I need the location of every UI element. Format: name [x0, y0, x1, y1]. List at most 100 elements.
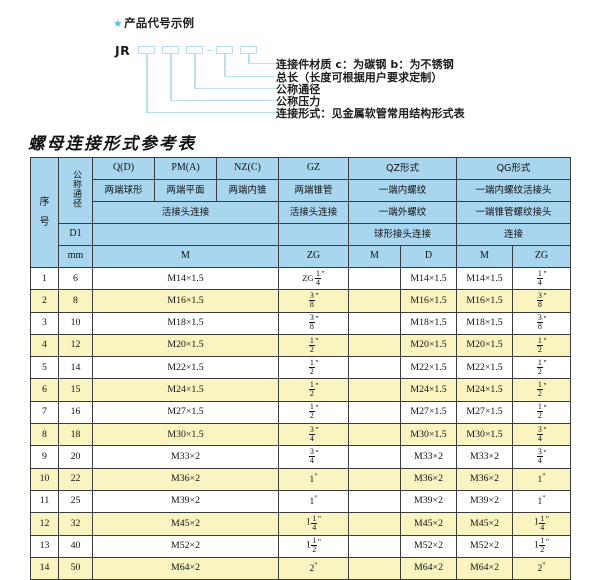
header-d1: D1: [58, 223, 93, 246]
cell-qz-d: M18×1.5: [400, 311, 457, 335]
header-mm: mm: [58, 245, 93, 268]
table-row: 4 12 M20×1.5 1 2 " M20×1.5 M20×1.5 1 2 ": [30, 333, 571, 358]
table-row: 8 18 M30×1.5 3 4 " M30×1.5 M30×1.5 3 4 ": [30, 423, 571, 447]
cell-qz-m: [348, 512, 401, 536]
cell-seq: 4: [30, 333, 59, 358]
cell-qz-d: M27×1.5: [400, 400, 457, 425]
header-qz-row4: 球形接头连接: [348, 223, 457, 246]
code-dash: [207, 49, 213, 52]
cell-qz-m: [348, 311, 401, 335]
cell-nominal-dia: 6: [58, 266, 93, 291]
cell-qg-zg: 2": [512, 556, 571, 580]
cell-seq: 3: [30, 311, 59, 335]
cell-qg-zg: 1 1 2 ": [512, 534, 571, 558]
leader-line-v-3: [194, 54, 196, 89]
cell-qg-m: M52×2: [456, 534, 513, 558]
header-blank-gz: [278, 223, 349, 246]
header-row-5: mm M ZG M D M ZG: [31, 245, 571, 268]
leader-line-v-5: [248, 54, 250, 64]
leader-line-h-4: [224, 75, 276, 77]
cell-qz-m: [348, 445, 401, 469]
cell-thread-m: M14×1.5: [92, 266, 279, 291]
header-qg-row3: 一端锥管螺纹接头: [456, 201, 571, 224]
table-row: 9 20 M33×2 3 4 " M33×2 M33×2 3 4 ": [30, 445, 571, 469]
header-qz-row3: 一端外螺纹: [348, 201, 457, 224]
legend-title-text: 产品代号示例: [124, 16, 195, 30]
code-box-2: [162, 46, 179, 54]
cell-gz: 1 2 ": [278, 400, 349, 425]
header-qg-m: M: [456, 245, 513, 268]
cell-nominal-dia: 12: [58, 333, 93, 358]
cell-thread-m: M33×2: [92, 445, 279, 469]
nut-connection-spec-table: 序 号 公称通径 Q(D) PM(A) NZ(C) GZ QZ形式 QG形式 两…: [30, 157, 571, 580]
code-prefix-jr: JR: [115, 43, 131, 58]
cell-qz-d: M36×2: [400, 467, 457, 491]
cell-qz-d: M39×2: [400, 489, 457, 514]
header-nominal-dia: 公称通径: [58, 157, 93, 224]
cell-gz: 1": [278, 467, 349, 491]
cell-gz: 3 8 ": [278, 311, 349, 335]
cell-qz-m: [348, 400, 401, 425]
cell-qg-m: M39×2: [456, 489, 513, 514]
cell-qg-m: M20×1.5: [456, 333, 513, 358]
header-row-3: 活接头连接 活接头连接 一端外螺纹 一端锥管螺纹接头: [31, 201, 571, 224]
table-row: 10 22 M36×2 1" M36×2 M36×2 1": [30, 467, 571, 491]
cell-thread-m: M30×1.5: [92, 423, 279, 447]
header-ends-gz: 两端锥管: [278, 179, 349, 202]
cell-qg-m: M30×1.5: [456, 423, 513, 447]
legend-item-nominal-dia: 公称通径: [276, 83, 321, 96]
header-group-pma: PM(A): [154, 157, 217, 180]
cell-gz: 1": [278, 489, 349, 514]
cell-seq: 6: [30, 378, 59, 402]
cell-nominal-dia: 15: [58, 378, 93, 402]
cell-qg-zg: 1 2 ": [512, 333, 571, 358]
header-unit-zg: ZG: [278, 245, 349, 268]
leader-line-h-5: [248, 62, 276, 64]
cell-nominal-dia: 14: [58, 356, 93, 380]
header-blank-qpmnz: [92, 223, 279, 246]
cell-gz: 1 2 ": [278, 333, 349, 358]
cell-qg-m: M27×1.5: [456, 400, 513, 425]
cell-thread-m: M16×1.5: [92, 289, 279, 313]
cell-qz-m: [348, 467, 401, 491]
header-group-qd: Q(D): [92, 157, 155, 180]
cell-seq: 12: [30, 512, 59, 536]
header-seq-line2: 号: [39, 216, 50, 228]
cell-qg-zg: 1": [512, 489, 571, 514]
cell-qz-m: [348, 556, 401, 580]
cell-seq: 13: [30, 534, 59, 558]
cell-qz-d: M33×2: [400, 445, 457, 469]
cell-gz: ZG 1 4 ": [278, 266, 349, 291]
cell-thread-m: M27×1.5: [92, 400, 279, 425]
cell-qg-m: M18×1.5: [456, 311, 513, 335]
cell-qg-zg: 1 1 4 ": [512, 512, 571, 536]
cell-nominal-dia: 16: [58, 400, 93, 425]
leader-line-h-1: [146, 111, 276, 113]
cell-thread-m: M45×2: [92, 512, 279, 536]
cell-qg-m: M14×1.5: [456, 266, 513, 291]
cell-gz: 1 1 4 ": [278, 512, 349, 536]
table-row: 14 50 M64×2 2" M64×2 M64×2 2": [30, 556, 571, 580]
cell-seq: 14: [30, 556, 59, 580]
legend-item-material: 连接件材质 c：为碳钢 b：为不锈钢: [276, 58, 454, 71]
cell-seq: 5: [30, 356, 59, 380]
cell-qz-d: M16×1.5: [400, 289, 457, 313]
header-unit-m: M: [92, 245, 279, 268]
cell-seq: 11: [30, 489, 59, 514]
cell-thread-m: M36×2: [92, 467, 279, 491]
cell-qg-m: M36×2: [456, 467, 513, 491]
code-box-4: [216, 46, 233, 54]
header-row-4: D1 球形接头连接 连接: [31, 223, 571, 246]
cell-qz-d: M24×1.5: [400, 378, 457, 402]
table-row: 2 8 M16×1.5 3 8 " M16×1.5 M16×1.5 3 8 ": [30, 289, 571, 313]
cell-nominal-dia: 10: [58, 311, 93, 335]
cell-gz: 3 4 ": [278, 445, 349, 469]
cell-seq: 10: [30, 467, 59, 491]
cell-qz-m: [348, 289, 401, 313]
product-code-legend: ★产品代号示例 JR 连接件材质 c：为碳钢 b：为不锈钢 总长（长度可根据用户…: [0, 0, 600, 128]
leader-line-h-3: [194, 87, 276, 89]
header-qz-m: M: [348, 245, 401, 268]
header-group-qz: QZ形式: [348, 157, 457, 180]
cell-nominal-dia: 8: [58, 289, 93, 313]
cell-qg-zg: 3 4 ": [512, 445, 571, 469]
